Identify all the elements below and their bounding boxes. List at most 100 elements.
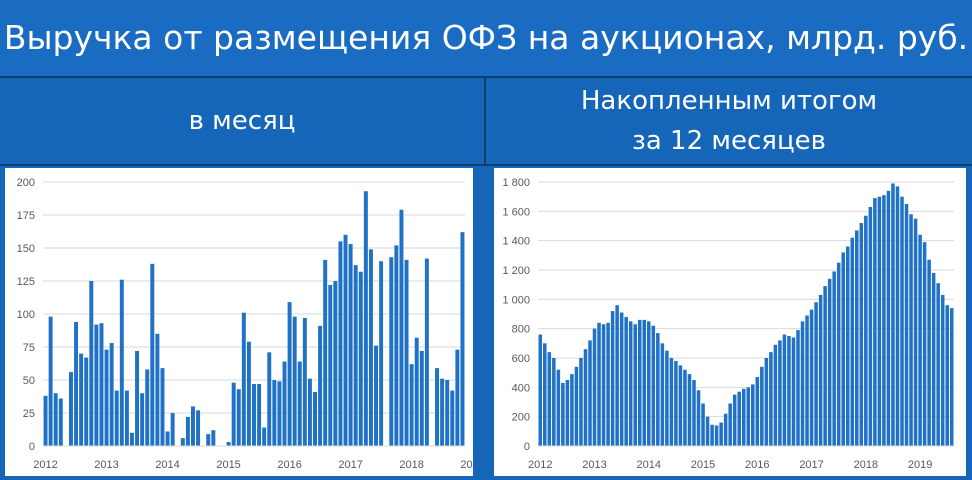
monthly-bar <box>124 390 129 446</box>
monthly-bar <box>129 432 134 446</box>
monthly-bar <box>165 431 170 446</box>
monthly-bar <box>460 232 465 446</box>
monthly-bar <box>119 279 124 446</box>
monthly-bar <box>348 244 353 446</box>
cumulative-bar <box>845 246 850 446</box>
cumulative-bar <box>678 365 683 446</box>
cumulative-bar <box>882 195 886 446</box>
cumulative-bar <box>827 278 832 446</box>
monthly-y-tick-label: 75 <box>23 342 35 354</box>
left-chart-header: в месяц <box>0 78 484 164</box>
cumulative-x-tick-label: 2017 <box>799 459 823 471</box>
monthly-y-tick-label: 25 <box>23 408 35 420</box>
cumulative-bar <box>565 380 570 446</box>
monthly-bar <box>241 312 246 446</box>
cumulative-bar <box>647 321 651 446</box>
monthly-y-tick-label: 100 <box>17 309 35 321</box>
cumulative-bar <box>705 416 710 446</box>
monthly-bar <box>109 343 114 446</box>
cumulative-bar <box>796 330 800 446</box>
monthly-bar <box>43 395 48 446</box>
cumulative-bar <box>823 286 827 446</box>
monthly-bar <box>206 434 211 446</box>
monthly-bar <box>414 337 419 446</box>
cumulative-bar <box>859 223 864 446</box>
right-chart-header-line1: Накопленным итогом <box>580 86 878 116</box>
cumulative-bar <box>597 322 601 446</box>
cumulative-bar <box>900 196 904 446</box>
monthly-bar <box>399 209 404 446</box>
cumulative-bar <box>949 308 954 446</box>
cumulative-y-tick-label: 1 600 <box>502 206 530 218</box>
cumulative-x-tick-label: 2015 <box>691 459 715 471</box>
cumulative-bar <box>701 403 705 446</box>
monthly-bar <box>262 427 267 446</box>
cumulative-bar <box>895 186 900 446</box>
cumulative-bar <box>692 380 696 446</box>
monthly-bar <box>79 353 84 446</box>
monthly-bar <box>267 352 272 446</box>
monthly-bar <box>170 413 175 446</box>
cumulative-bar <box>746 387 751 446</box>
cumulative-bar <box>778 340 782 446</box>
cumulative-bar <box>696 390 701 446</box>
cumulative-bar <box>579 358 583 446</box>
cumulative-bar <box>760 366 764 446</box>
monthly-bar <box>409 364 414 446</box>
cumulative-bar <box>732 394 737 446</box>
cumulative-bar <box>728 403 732 446</box>
cumulative-x-tick-label: 2019 <box>908 459 932 471</box>
monthly-bar <box>231 382 236 446</box>
monthly-bar <box>150 263 155 446</box>
cumulative-bar <box>683 369 687 446</box>
cumulative-x-tick-label: 2012 <box>528 459 552 471</box>
cumulative-bar <box>791 337 796 446</box>
cumulative-bar <box>769 352 773 446</box>
monthly-bar <box>145 369 150 446</box>
cumulative-x-tick-label: 2014 <box>637 459 661 471</box>
monthly-bar <box>226 442 231 446</box>
page-title: Выручка от размещения ОФЗ на аукционах, … <box>0 0 972 76</box>
monthly-bar <box>257 383 262 446</box>
cumulative-bar <box>574 366 579 446</box>
monthly-y-tick-label: 0 <box>29 441 35 453</box>
monthly-bar <box>272 380 277 446</box>
monthly-bar <box>180 438 185 446</box>
monthly-bar <box>84 357 89 446</box>
header-top-divider <box>0 76 972 78</box>
monthly-bar <box>53 393 58 446</box>
cumulative-y-tick-label: 1 400 <box>502 236 530 248</box>
cumulative-bar <box>755 377 760 446</box>
cumulative-y-tick-label: 800 <box>512 324 530 336</box>
monthly-x-tick-label: 2018 <box>399 459 423 471</box>
cumulative-bar <box>936 283 940 446</box>
cumulative-bar <box>931 272 936 446</box>
monthly-bar <box>313 391 317 446</box>
monthly-bar <box>135 350 140 446</box>
cumulative-bar <box>556 369 561 446</box>
cumulative-bar <box>552 358 556 446</box>
monthly-chart: 0 25 50 75 100 125 150 175 200 2012 2013 2014 2015 20… <box>17 177 485 471</box>
monthly-bar <box>89 281 94 446</box>
monthly-bar <box>363 191 368 446</box>
monthly-bar <box>424 258 429 446</box>
cumulative-bar <box>751 384 755 446</box>
monthly-y-tick-label: 125 <box>17 276 35 288</box>
monthly-bar <box>277 381 282 446</box>
cumulative-bar <box>809 309 814 446</box>
monthly-bar <box>155 333 160 446</box>
cumulative-bar <box>764 358 769 446</box>
cumulative-bar <box>538 334 543 446</box>
monthly-bar <box>440 378 445 446</box>
monthly-x-tick-label: 2016 <box>277 459 301 471</box>
monthly-bar <box>246 341 251 446</box>
cumulative-bar <box>741 388 746 446</box>
cumulative-bar <box>782 334 787 446</box>
cumulative-bar <box>922 242 927 446</box>
monthly-bar <box>236 389 241 446</box>
monthly-bar <box>196 410 201 446</box>
cumulative-bar <box>547 352 552 446</box>
cumulative-x-tick-label: 2018 <box>854 459 878 471</box>
monthly-bar <box>343 234 348 446</box>
cumulative-bar <box>619 312 624 446</box>
